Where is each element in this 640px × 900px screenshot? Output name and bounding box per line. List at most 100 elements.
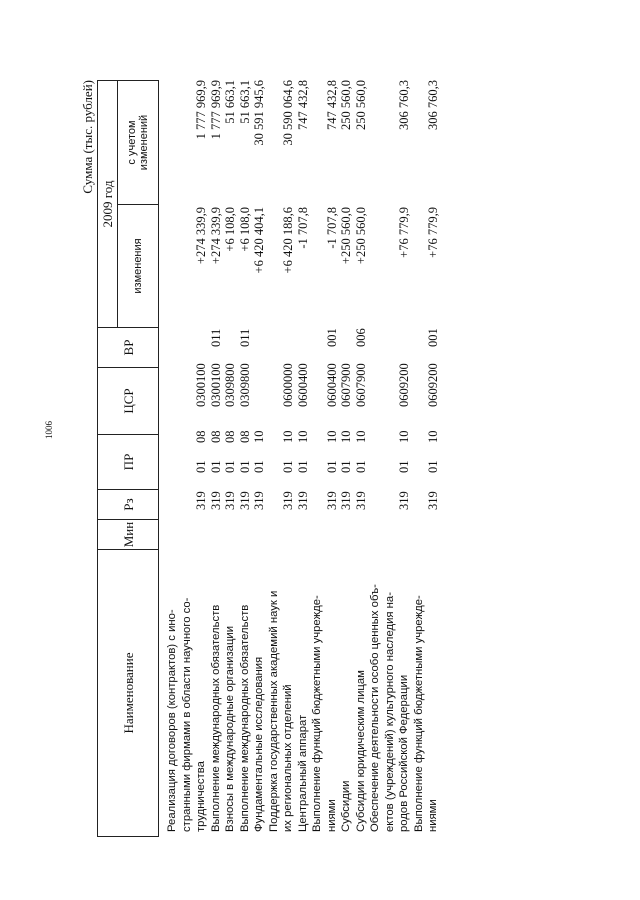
changes-value: -1 707,8 [295, 207, 310, 249]
rz-code: 01 [295, 460, 310, 474]
header-with-changes: с учетом изменений [117, 80, 159, 205]
total-value: 747 432,8 [324, 80, 339, 130]
table-row: Взносы в международные организации 319 01 0… [223, 0, 238, 900]
csr-code: 0309800 [223, 363, 237, 407]
csr-code: 0607900 [339, 363, 353, 407]
pr-code: 10 [426, 430, 440, 444]
rz-code: 01 [339, 460, 353, 474]
page-number: 1006 [44, 421, 54, 439]
rz-code: 01 [194, 460, 208, 474]
csr-code: 0600400 [324, 363, 339, 407]
row-name: Обеспечение деятельности особо ценных об… [369, 584, 410, 832]
rz-code: 01 [324, 460, 339, 474]
csr-code: 0309800 [237, 363, 252, 407]
pr-code: 10 [252, 430, 266, 444]
min-code: 319 [223, 491, 237, 510]
csr-code: 0609200 [397, 363, 411, 407]
min-code: 319 [426, 491, 440, 510]
total-value: 250 560,0 [339, 80, 353, 130]
table-row: Выполнение функций бюджетными учрежде- н… [310, 0, 339, 900]
csr-code: 0300100 [194, 363, 208, 407]
rz-code: 01 [397, 460, 411, 474]
min-code: 319 [324, 491, 339, 510]
rz-code: 01 [281, 460, 295, 474]
total-value: 51 663,1 [223, 80, 237, 124]
row-name: Выполнение функций бюджетными учрежде- н… [412, 595, 440, 832]
total-value: 1 777 969,9 [208, 80, 223, 140]
total-value: 747 432,8 [295, 80, 310, 130]
changes-value: +6 420 404,1 [252, 207, 266, 274]
min-code: 319 [281, 491, 295, 510]
min-code: 319 [208, 491, 223, 510]
min-code: 319 [353, 491, 368, 510]
pr-code: 10 [339, 430, 353, 444]
rz-code: 01 [252, 460, 266, 474]
pr-code: 08 [208, 430, 223, 444]
vr-code: 006 [353, 328, 368, 347]
rz-code: 01 [426, 460, 440, 474]
rz-code: 01 [237, 460, 252, 474]
header-csr: ЦСР [97, 367, 159, 435]
changes-value: +274 339,9 [194, 207, 208, 265]
changes-value: +6 420 188,6 [281, 207, 295, 274]
row-name: Реализация договоров (контрактов) с ино-… [166, 597, 207, 832]
total-value: 306 760,3 [426, 80, 440, 130]
table-row: Субсидии 319 01 10 0607900 +250 560,0 250 560,… [339, 0, 354, 900]
header-pr: ПР [97, 434, 159, 490]
table-body: Реализация договоров (контрактов) с ино-… [165, 0, 441, 900]
vr-code: 011 [208, 328, 223, 347]
pr-code: 10 [397, 430, 411, 444]
changes-value: +250 560,0 [353, 207, 368, 265]
header-min: Мин [97, 519, 159, 550]
csr-code: 0607900 [353, 363, 368, 407]
header-changes: изменения [117, 204, 159, 328]
table-row: Выполнение международных обязательств 319… [209, 0, 224, 900]
table-row: Поддержка государственных академий наук … [267, 0, 296, 900]
vr-code: 001 [426, 328, 440, 347]
pr-code: 08 [223, 430, 237, 444]
changes-value: -1 707,8 [324, 207, 339, 249]
csr-code: 0600000 [281, 363, 295, 407]
header-year: 2009 год [97, 80, 118, 328]
csr-code: 0600400 [295, 363, 310, 407]
table-row: Фундаментальные исследования 319 01 10 +6 42… [252, 0, 267, 900]
rz-code: 01 [353, 460, 368, 474]
row-name: Выполнение функций бюджетными учрежде- н… [311, 595, 338, 832]
units-label: Сумма (тыс. рублей) [80, 80, 95, 194]
changes-value: +6 108,0 [237, 207, 252, 252]
row-name: Фундаментальные исследования [253, 656, 265, 832]
row-name: Выполнение международных обязательств [238, 604, 251, 832]
pr-code: 08 [237, 430, 252, 444]
total-value: 306 760,3 [397, 80, 411, 130]
min-code: 319 [252, 491, 266, 510]
changes-value: +6 108,0 [223, 207, 237, 252]
min-code: 319 [397, 491, 411, 510]
row-name: Взносы в международные организации [224, 625, 236, 832]
row-name: Субсидии юридическим лицам [354, 670, 367, 832]
total-value: 51 663,1 [237, 80, 252, 124]
pr-code: 10 [324, 430, 339, 444]
changes-value: +250 560,0 [339, 207, 353, 265]
row-name: Субсидии [340, 780, 352, 832]
min-code: 319 [295, 491, 310, 510]
vr-code: 011 [237, 328, 252, 347]
table-row: Выполнение международных обязательств 319… [238, 0, 253, 900]
total-value: 30 590 064,6 [281, 80, 295, 146]
row-name: Центральный аппарат [296, 714, 309, 832]
table-row: Субсидии юридическим лицам 319 01 10 0607900… [354, 0, 369, 900]
row-name: Выполнение международных обязательств [209, 604, 222, 832]
pr-code: 10 [353, 430, 368, 444]
table-row: Обеспечение деятельности особо ценных об… [368, 0, 412, 900]
changes-value: +76 779,9 [397, 207, 411, 258]
table-row: Реализация договоров (контрактов) с ино-… [165, 0, 209, 900]
table-row: Выполнение функций бюджетными учрежде- н… [412, 0, 441, 900]
pr-code: 10 [281, 430, 295, 444]
row-name: Поддержка государственных академий наук … [267, 590, 295, 832]
rz-code: 01 [223, 460, 237, 474]
min-code: 319 [339, 491, 353, 510]
table-row: Центральный аппарат 319 01 10 0600400 -1 707,… [296, 0, 311, 900]
header-name: Наименование [97, 549, 159, 837]
rz-code: 01 [208, 460, 223, 474]
min-code: 319 [194, 491, 208, 510]
